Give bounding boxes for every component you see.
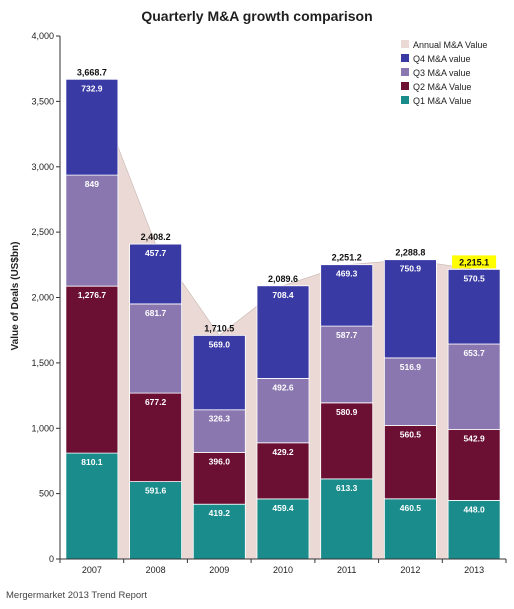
segment-label-2010-q4: 708.4 [272, 290, 294, 300]
x-tick-label-2010: 2010 [273, 565, 293, 575]
bar-2009-q4 [192, 334, 246, 411]
x-tick-label-2008: 2008 [146, 565, 166, 575]
bar-2007-q1 [65, 452, 119, 560]
bar-2011-q4 [320, 264, 374, 327]
total-highlight-2013 [452, 255, 497, 269]
y-tick-label: 1,500 [31, 358, 54, 368]
bar-2007-q3 [65, 174, 119, 287]
segment-label-2012-q1: 460.5 [400, 503, 422, 513]
segment-label-2008-q3: 681.7 [145, 308, 167, 318]
bar-2010-q4 [256, 285, 310, 379]
labels-layer: 810.1 1,276.7 849 732.9 3,668.7 591.6 677.2 681… [77, 67, 497, 518]
legend-label: Q4 M&A value [413, 54, 471, 64]
legend: Annual M&A Value Q4 M&A value Q3 M&A value… [401, 40, 487, 106]
segment-label-2008-q2: 677.2 [145, 397, 167, 407]
bar-2011-q1 [320, 478, 374, 560]
total-label-2010: 2,089.6 [268, 274, 298, 284]
segment-label-2007-q2: 1,276.7 [78, 290, 107, 300]
x-tick-label-2012: 2012 [400, 565, 420, 575]
segment-label-2007-q4: 732.9 [81, 83, 103, 93]
x-tick-label-2009: 2009 [209, 565, 229, 575]
legend-label: Q3 M&A value [413, 68, 471, 78]
chart-title: Quarterly M&A growth comparison [141, 8, 372, 24]
x-tick-label-2007: 2007 [82, 565, 102, 575]
total-label-2012: 2,288.8 [395, 248, 425, 258]
bar-2011-q3 [320, 325, 374, 404]
bar-2011-q2 [320, 402, 374, 480]
legend-swatch [401, 82, 409, 90]
source-note: Mergermarket 2013 Trend Report [6, 590, 147, 601]
segment-label-2013-q3: 653.7 [463, 348, 485, 358]
bar-2008-q1 [129, 481, 183, 560]
total-label-2008: 2,408.2 [141, 232, 171, 242]
bar-2009-q1 [192, 503, 246, 560]
legend-swatch [401, 96, 409, 104]
segment-label-2011-q4: 469.3 [336, 269, 358, 279]
legend-label: Q1 M&A Value [413, 96, 471, 106]
y-tick-label: 1,000 [31, 423, 54, 433]
legend-label: Q2 M&A Value [413, 82, 471, 92]
y-tick-label: 2,000 [31, 293, 54, 303]
y-tick-label: 3,500 [31, 96, 54, 106]
bar-2013-q3 [447, 343, 501, 430]
segment-label-2007-q3: 849 [85, 179, 99, 189]
bar-2013-q4 [447, 268, 501, 345]
legend-label: Annual M&A Value [413, 40, 487, 50]
bar-2012-q2 [383, 425, 437, 500]
total-label-2011: 2,251.2 [332, 253, 362, 263]
segment-label-2009-q4: 569.0 [209, 339, 231, 349]
y-tick-label: 500 [39, 489, 54, 499]
segment-label-2010-q3: 492.6 [272, 382, 294, 392]
legend-swatch [401, 54, 409, 62]
y-tick-label: 3,000 [31, 162, 54, 172]
segment-label-2011-q3: 587.7 [336, 330, 358, 340]
bar-2007-q4 [65, 78, 119, 176]
legend-swatch [401, 68, 409, 76]
total-label-2009: 1,710.5 [204, 323, 234, 333]
bar-2007-q2 [65, 285, 119, 454]
segment-label-2011-q1: 613.3 [336, 483, 358, 493]
segment-label-2009-q1: 419.2 [209, 508, 231, 518]
segment-label-2009-q3: 326.3 [209, 414, 231, 424]
total-label-2007: 3,668.7 [77, 67, 107, 77]
bar-2008-q4 [129, 243, 183, 305]
segment-label-2012-q2: 560.5 [400, 430, 422, 440]
x-tick-label-2013: 2013 [464, 565, 484, 575]
segment-label-2013-q2: 542.9 [463, 433, 485, 443]
y-tick-label: 2,500 [31, 227, 54, 237]
bar-2010-q3 [256, 377, 310, 444]
segment-label-2012-q3: 516.9 [400, 362, 422, 372]
segment-label-2011-q2: 580.9 [336, 407, 358, 417]
total-label-2013: 2,215.1 [459, 257, 489, 267]
segment-label-2012-q4: 750.9 [400, 264, 422, 274]
y-axis-title: Value of Deals (US$bn) [10, 242, 21, 351]
segment-label-2009-q2: 396.0 [209, 456, 231, 466]
y-tick-label: 0 [49, 554, 54, 564]
bar-2012-q3 [383, 357, 437, 426]
bar-2008-q3 [129, 303, 183, 394]
segment-label-2013-q1: 448.0 [463, 504, 485, 514]
bar-2013-q2 [447, 428, 501, 501]
bar-2009-q2 [192, 451, 246, 505]
axis-layer: 0 500 1,000 1,500 2,000 2,500 3,000 3,500 4,000 2… [31, 31, 507, 575]
bar-2009-q3 [192, 409, 246, 453]
bar-2013-q1 [447, 499, 501, 560]
segment-label-2008-q4: 457.7 [145, 248, 167, 258]
bar-2012-q4 [383, 259, 437, 359]
bar-2012-q1 [383, 498, 437, 560]
legend-swatch [401, 40, 409, 48]
segment-label-2013-q4: 570.5 [463, 273, 485, 283]
y-tick-label: 4,000 [31, 31, 54, 41]
segment-label-2007-q1: 810.1 [81, 457, 103, 467]
segment-label-2008-q1: 591.6 [145, 486, 167, 496]
x-tick-label-2011: 2011 [337, 565, 356, 575]
bars-layer [65, 78, 501, 560]
segment-label-2010-q1: 459.4 [272, 503, 294, 513]
segment-label-2010-q2: 429.2 [272, 447, 294, 457]
